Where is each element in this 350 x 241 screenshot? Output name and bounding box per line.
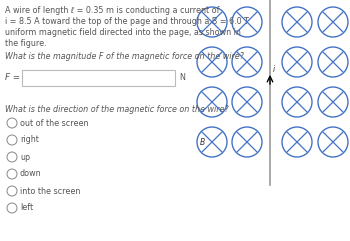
Text: A wire of length ℓ = 0.35 m is conducting a current of: A wire of length ℓ = 0.35 m is conductin… xyxy=(5,6,219,15)
Text: out of the screen: out of the screen xyxy=(20,119,89,127)
Circle shape xyxy=(7,118,17,128)
Text: down: down xyxy=(20,169,42,179)
Text: up: up xyxy=(20,153,30,161)
Text: i: i xyxy=(273,66,275,74)
Circle shape xyxy=(7,203,17,213)
Circle shape xyxy=(232,47,262,77)
Text: N: N xyxy=(179,74,185,82)
Circle shape xyxy=(197,87,227,117)
Text: into the screen: into the screen xyxy=(20,187,80,195)
Circle shape xyxy=(318,127,348,157)
Circle shape xyxy=(7,152,17,162)
Circle shape xyxy=(282,87,312,117)
FancyBboxPatch shape xyxy=(22,70,175,86)
Circle shape xyxy=(318,47,348,77)
Text: What is the magnitude F of the magnetic force on the wire?: What is the magnitude F of the magnetic … xyxy=(5,52,244,61)
Circle shape xyxy=(197,7,227,37)
Circle shape xyxy=(318,7,348,37)
Text: uniform magnetic field directed into the page, as shown in: uniform magnetic field directed into the… xyxy=(5,28,241,37)
Circle shape xyxy=(7,135,17,145)
Circle shape xyxy=(318,87,348,117)
Text: right: right xyxy=(20,135,39,145)
Circle shape xyxy=(282,127,312,157)
Text: left: left xyxy=(20,203,33,213)
Text: B: B xyxy=(200,138,205,147)
Circle shape xyxy=(232,7,262,37)
Circle shape xyxy=(7,169,17,179)
Circle shape xyxy=(282,47,312,77)
Text: the figure.: the figure. xyxy=(5,39,47,48)
Circle shape xyxy=(7,186,17,196)
Circle shape xyxy=(232,127,262,157)
Circle shape xyxy=(232,87,262,117)
Text: What is the direction of the magnetic force on the wire?: What is the direction of the magnetic fo… xyxy=(5,105,229,114)
Text: i = 8.5 A toward the top of the page and through a B = 6.0 T: i = 8.5 A toward the top of the page and… xyxy=(5,17,249,26)
Circle shape xyxy=(197,47,227,77)
Text: F =: F = xyxy=(5,74,20,82)
Circle shape xyxy=(282,7,312,37)
Circle shape xyxy=(197,127,227,157)
